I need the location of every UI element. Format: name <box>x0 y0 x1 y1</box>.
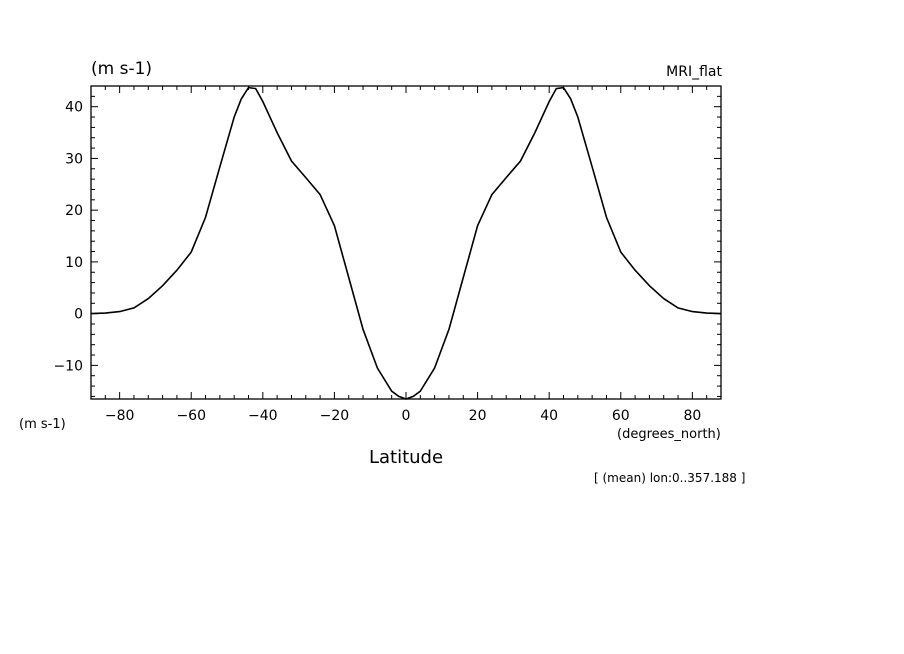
x-tick-label: −40 <box>248 408 278 424</box>
x-tick-label: 80 <box>683 408 701 424</box>
y-tick-label: 40 <box>65 100 83 116</box>
x-tick-label: 60 <box>612 408 630 424</box>
x-units-label: (degrees_north) <box>617 427 721 442</box>
plot-frame <box>90 85 722 400</box>
y-tick-label: −10 <box>53 358 83 374</box>
x-tick-label: −20 <box>320 408 350 424</box>
tick-marks <box>90 85 722 399</box>
y-tick-label: 10 <box>65 255 83 271</box>
y-tick-labels: −10 0 10 20 30 40 <box>53 100 83 375</box>
y-units-label: (m s-1) <box>19 417 66 432</box>
y-tick-label: 0 <box>74 307 83 323</box>
x-tick-label: −60 <box>176 408 206 424</box>
dataset-name: MRI_flat <box>666 64 722 80</box>
x-axis-title: Latitude <box>369 447 443 468</box>
x-tick-label: 0 <box>402 408 411 424</box>
x-tick-label: 20 <box>469 408 487 424</box>
series-line <box>90 86 722 400</box>
x-tick-label: −80 <box>105 408 135 424</box>
footnote: [ (mean) lon:0..357.188 ] <box>594 471 745 485</box>
x-tick-label: 40 <box>540 408 558 424</box>
units-top-left: (m s-1) <box>91 59 152 79</box>
y-tick-label: 20 <box>65 203 83 219</box>
y-tick-label: 30 <box>65 151 83 167</box>
x-tick-labels: −80 −60 −40 −20 0 20 40 60 80 <box>105 408 701 424</box>
